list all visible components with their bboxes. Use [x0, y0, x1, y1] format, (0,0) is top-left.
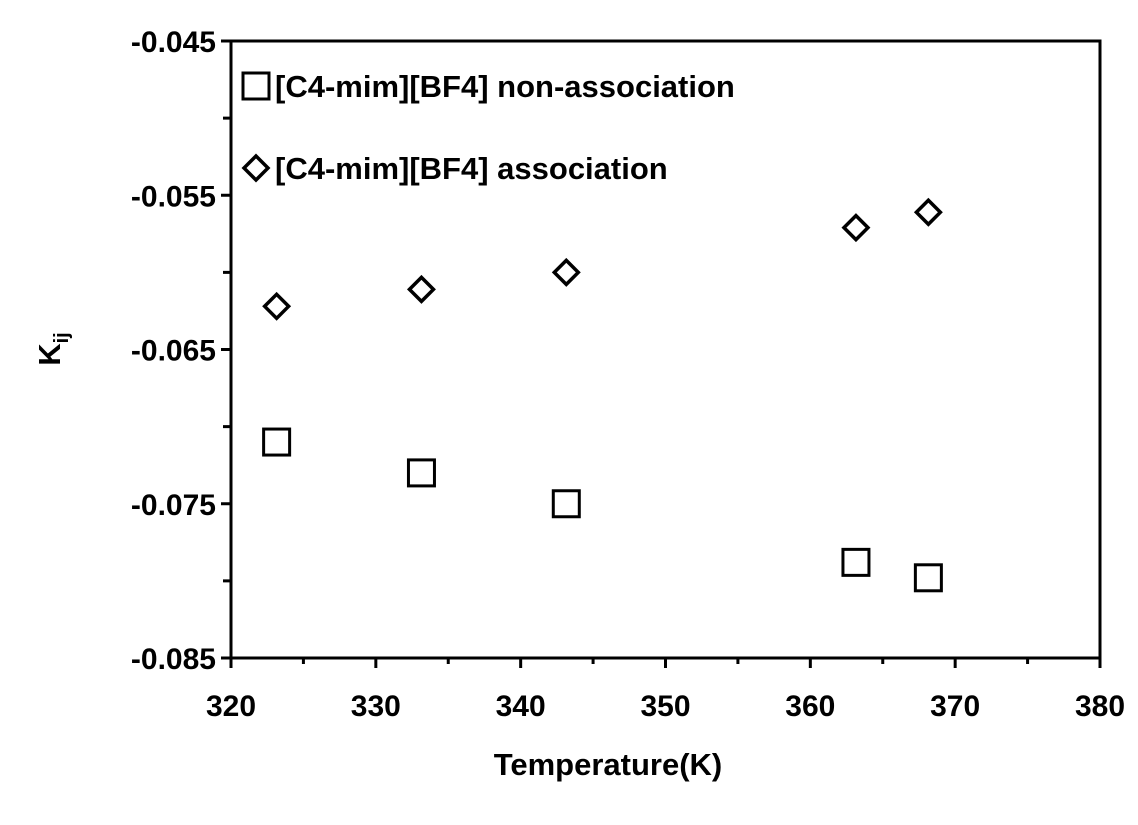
diamond-data-point [841, 213, 871, 243]
x-tick-label: 370 [930, 690, 980, 723]
diamond-data-point [551, 257, 581, 287]
square-data-point [551, 489, 581, 519]
y-axis-tick-labels: -0.045 -0.055 -0.065 -0.075 -0.085 [131, 26, 216, 676]
x-tick-label: 380 [1075, 690, 1125, 723]
legend-square-marker-shape [241, 71, 271, 101]
square-data-point [262, 427, 292, 457]
y-axis-title-subscript: ij [51, 332, 73, 343]
y-tick-label: -0.085 [131, 643, 216, 676]
y-tick-label: -0.055 [131, 180, 216, 213]
x-tick-label: 330 [351, 690, 401, 723]
x-tick-label: 350 [640, 690, 690, 723]
legend-label-non-association: [C4-mim][BF4] non-association [275, 69, 735, 104]
x-axis-ticks [229, 658, 1102, 668]
legend-diamond-marker [241, 153, 271, 183]
svg-text:Kij: Kij [32, 332, 73, 366]
y-axis-title: Kij [32, 332, 73, 366]
x-axis-tick-labels: 320 330 340 350 360 370 380 [206, 690, 1125, 723]
legend-diamond-marker-shape [241, 153, 271, 183]
x-tick-label: 320 [206, 690, 256, 723]
data-points [262, 197, 943, 593]
y-tick-label: -0.075 [131, 489, 216, 522]
legend-label-association: [C4-mim][BF4] association [275, 151, 668, 186]
diamond-data-point [262, 291, 292, 321]
diamond-data-point [913, 197, 943, 227]
square-data-point [841, 547, 871, 577]
y-tick-label: -0.045 [131, 26, 216, 59]
y-axis-title-main: K [32, 343, 67, 366]
x-axis-title: Temperature(K) [494, 747, 723, 782]
legend: [C4-mim][BF4] non-association [C4-mim][B… [241, 69, 735, 186]
x-tick-label: 360 [785, 690, 835, 723]
plot-area [229, 39, 1102, 660]
x-tick-label: 340 [496, 690, 546, 723]
square-data-point [406, 458, 436, 488]
square-data-point [913, 563, 943, 593]
diamond-data-point [406, 274, 436, 304]
y-axis-ticks [221, 39, 231, 660]
legend-square-marker [241, 71, 271, 101]
y-tick-label: -0.065 [131, 335, 216, 368]
